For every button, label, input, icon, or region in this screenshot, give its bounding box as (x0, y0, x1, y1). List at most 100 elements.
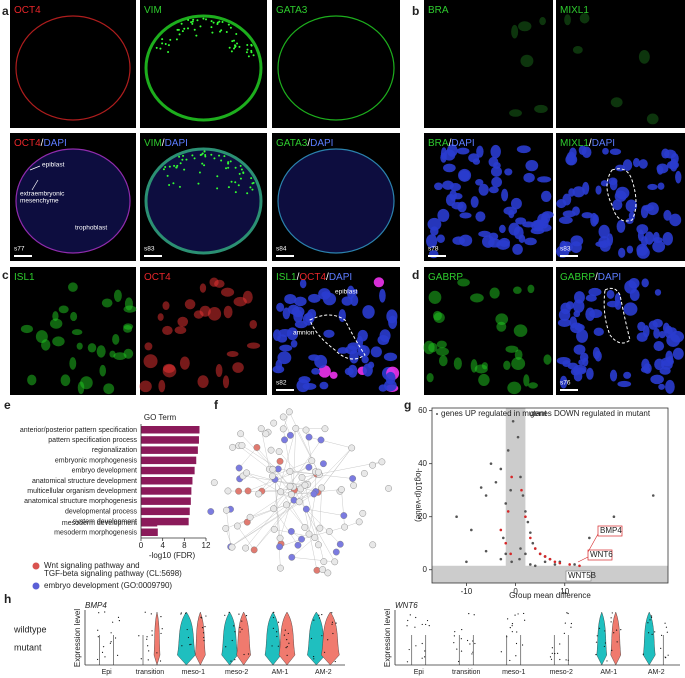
edge (321, 447, 352, 489)
edge (230, 500, 295, 547)
jitter (327, 639, 329, 641)
label-part: MIXL1 (560, 138, 589, 149)
signal (179, 162, 182, 165)
cell (491, 176, 503, 188)
signal (228, 46, 231, 49)
cell (488, 238, 501, 248)
micrograph-content (426, 144, 554, 259)
violin (236, 611, 251, 666)
cell (662, 322, 670, 334)
label-part: OCT4 (14, 138, 41, 149)
cell (436, 347, 449, 356)
cell (618, 247, 626, 258)
cell (124, 297, 133, 311)
sample-id: s83 (144, 246, 155, 253)
signal (202, 17, 205, 20)
jitter (421, 623, 423, 626)
panel-label: h (4, 592, 11, 606)
gene-label: BMP4 (600, 526, 622, 535)
signal (187, 27, 190, 30)
cell (564, 14, 571, 26)
y-tick-label: 60 (418, 406, 427, 415)
jitter (97, 629, 99, 631)
cell (610, 97, 623, 108)
jitter (409, 614, 411, 616)
x-tick-label: meso-1 (502, 669, 525, 676)
cell (385, 371, 396, 385)
jitter (331, 621, 334, 623)
pointer (577, 556, 589, 563)
micrograph-content (15, 15, 131, 121)
x-tick-label: 10 (560, 587, 569, 596)
node (302, 426, 310, 434)
point (543, 560, 547, 564)
signal (210, 153, 213, 156)
jitter (277, 621, 280, 623)
edge (319, 487, 322, 529)
edge (286, 504, 305, 528)
jitter (466, 639, 469, 642)
cell (539, 17, 546, 26)
node (275, 448, 283, 455)
cell (177, 316, 189, 327)
jitter (604, 642, 607, 644)
jitter (551, 647, 553, 649)
cell (446, 144, 458, 157)
signal (187, 19, 190, 22)
signal (166, 174, 169, 177)
cell (329, 371, 338, 379)
x-tick-label: 12 (202, 541, 211, 550)
cell (640, 205, 649, 219)
cell (562, 360, 571, 367)
cell (314, 354, 328, 369)
signal (234, 181, 237, 184)
jitter (332, 632, 334, 635)
node (270, 525, 278, 533)
x-tick-label: 4 (160, 541, 165, 550)
bar (141, 466, 195, 475)
node (292, 425, 300, 432)
x-tick-label: 0 (139, 541, 144, 550)
jitter (201, 627, 204, 629)
cell (667, 160, 679, 170)
signal (199, 154, 202, 157)
signal (227, 166, 230, 169)
cell (541, 190, 552, 203)
signal (252, 54, 255, 57)
jitter (570, 626, 572, 628)
node (286, 431, 294, 439)
signal (230, 180, 233, 183)
jitter (239, 631, 241, 633)
jitter (272, 616, 275, 619)
signal (210, 20, 213, 23)
point (524, 552, 527, 556)
jitter (615, 629, 618, 631)
signal (169, 38, 172, 41)
signal (172, 182, 175, 185)
point (494, 480, 498, 484)
jitter (159, 660, 162, 662)
cell (383, 352, 398, 362)
cell (77, 381, 85, 395)
jitter (230, 660, 232, 662)
sample-id: s84 (276, 246, 287, 253)
jitter (524, 619, 526, 621)
cell (311, 367, 321, 375)
signal (193, 28, 196, 31)
signal (227, 23, 230, 26)
violin (596, 611, 607, 666)
cell (222, 375, 230, 389)
cell (489, 287, 500, 299)
node (301, 524, 309, 531)
cell (27, 374, 37, 386)
jitter (507, 618, 509, 620)
x-tick-label: 0 (513, 587, 518, 596)
cell (641, 236, 648, 247)
cell (511, 357, 526, 370)
signal (175, 38, 178, 41)
y-tick-label: 20 (418, 512, 427, 521)
bar (141, 477, 193, 485)
micrograph (140, 0, 267, 128)
cell (184, 299, 196, 310)
jitter (521, 644, 524, 646)
